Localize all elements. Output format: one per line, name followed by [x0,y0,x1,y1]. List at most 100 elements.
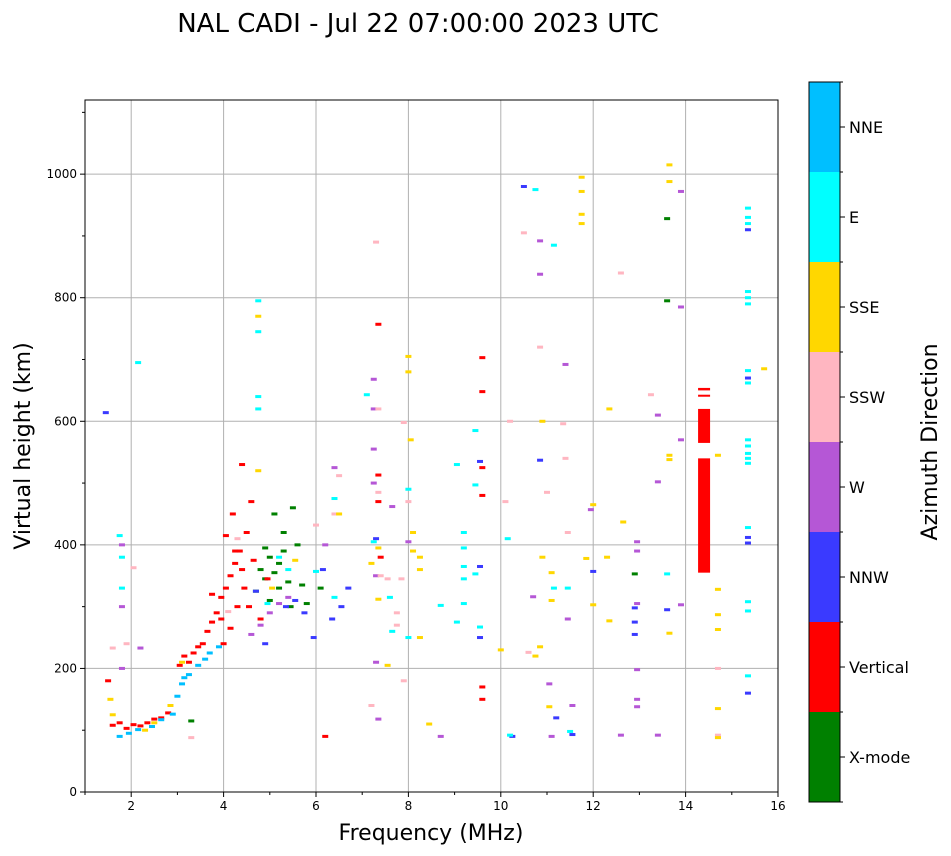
point-ssw [225,610,232,614]
point-vertical [241,586,248,590]
point-ssw [393,611,400,615]
point-w [587,508,594,512]
point-nne [195,663,202,667]
point-vertical [227,574,234,578]
point-x-mode [664,217,671,221]
point-nne [169,712,176,716]
point-e [285,568,292,572]
colorbar-swatch-ssw [809,352,840,442]
point-w [537,239,544,243]
point-nnw [631,606,638,610]
point-w [370,481,377,485]
point-vertical [190,651,197,655]
point-w [276,602,283,606]
point-ssw [393,623,400,627]
colorbar-label: Azimuth Direction [918,343,943,540]
point-nne [148,725,155,729]
y-tick-label: 1000 [46,167,77,181]
x-axis-ticks: 2 4 6 8 10 12 14 16 [84,792,786,813]
point-e [744,302,751,306]
point-w [266,611,273,615]
point-vertical [257,617,264,621]
point-w [617,733,624,737]
point-w [285,595,292,599]
y-tick-label: 400 [54,538,77,552]
x-tick-label: 16 [770,799,785,813]
point-e [550,243,557,247]
point-e [564,586,571,590]
x-tick-label: 4 [220,799,228,813]
point-vertical [144,721,151,725]
point-vertical [239,568,246,572]
point-e [135,361,142,365]
point-ssw [544,490,550,494]
point-vertical [220,642,227,646]
point-e [744,444,751,448]
point-nne [158,718,165,722]
point-ssw [564,531,571,534]
point-sse [714,613,721,617]
point-ssw [109,646,116,650]
point-vertical [243,531,250,534]
point-x-mode [276,561,283,565]
point-w [137,646,144,650]
point-vertical [195,645,202,649]
chart-title: NAL CADI - Jul 22 07:00:00 2023 UTC [177,9,659,39]
point-ssw [130,566,137,570]
point-w [375,717,382,721]
point-vertical [232,561,239,565]
point-sse [410,549,417,553]
point-nnw [301,611,308,615]
point-nnw [744,541,751,545]
point-x-mode [280,549,287,553]
colorbar-swatch-sse [809,262,840,352]
point-sse [255,469,262,473]
point-sse [292,558,299,562]
point-x-mode [285,580,292,584]
point-w [118,666,125,670]
y-tick-label: 600 [54,414,77,428]
point-ssw [188,736,195,740]
point-sse [714,453,721,457]
point-sse [578,212,585,216]
point-vertical [213,611,220,615]
point-w [654,480,661,484]
point-sse [606,619,613,623]
point-vertical [236,549,243,553]
point-vertical [105,679,112,683]
point-w [634,668,641,672]
point-sse [405,354,412,358]
point-ssw [377,574,384,578]
point-vertical [239,463,246,467]
point-ssw [562,456,569,460]
point-ssw [234,537,241,541]
point-w [677,189,684,193]
point-w [370,377,377,381]
point-w [677,438,684,442]
point-vertical [176,663,183,667]
point-nnw [477,459,484,463]
colorbar-swatch-nne [809,82,840,172]
point-sse [416,568,423,572]
point-sse [761,367,768,371]
point-ssw [647,393,654,397]
point-sse [336,512,343,516]
point-e [460,564,467,568]
colorbar-category-label: SSW [849,388,885,407]
point-sse [167,704,174,707]
point-x-mode [664,299,671,303]
point-e [331,595,338,599]
point-e [313,569,319,573]
point-sse [416,555,423,559]
plot-area [85,100,778,792]
x-tick-label: 2 [127,799,135,813]
bar-vertical [698,387,711,391]
point-x-mode [317,586,324,590]
point-e [664,572,671,576]
point-e [744,674,751,678]
point-ssw [507,419,514,423]
x-tick-label: 6 [312,799,320,813]
y-tick-label: 0 [69,785,77,799]
point-e [460,577,467,581]
point-sse [714,587,721,591]
